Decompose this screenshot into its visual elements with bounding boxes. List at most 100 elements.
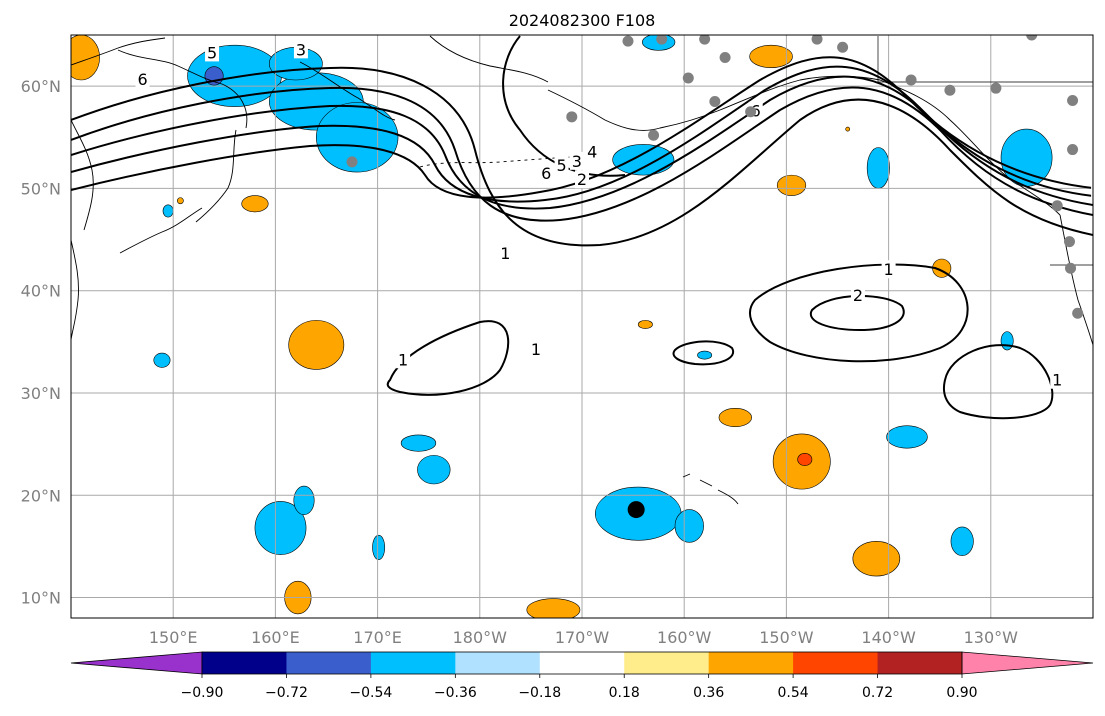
- contour-label-background: [205, 43, 220, 62]
- negative-anomaly-region: [417, 455, 451, 485]
- contour-lines: [71, 35, 1093, 420]
- station-dot: [346, 156, 358, 168]
- station-dot: [1051, 200, 1063, 212]
- negative-anomaly-region: [950, 526, 974, 556]
- contour-label-background: [1091, 185, 1093, 204]
- positive-anomaly-region: [176, 197, 184, 205]
- coastline-aleutians: [419, 155, 586, 168]
- lat-tick-label: 30°N: [21, 384, 61, 403]
- contour-label: 1: [398, 350, 408, 369]
- coastline-kurils: [119, 207, 203, 254]
- negative-anomaly-region: [886, 425, 928, 449]
- lon-tick-label: 180°W: [453, 628, 508, 647]
- lat-tick-label: 60°N: [21, 77, 61, 96]
- station-dot: [709, 95, 721, 107]
- station-dot: [990, 82, 1002, 94]
- contour-label: 3: [296, 40, 306, 59]
- colorbar-tick-label: 0.72: [862, 685, 893, 701]
- contour-label: 1: [531, 340, 541, 359]
- contour-label-background: [881, 260, 896, 279]
- station-dot: [837, 41, 849, 53]
- station-dot: [811, 35, 823, 45]
- contour-label-background: [585, 142, 600, 161]
- station-dot: [566, 111, 578, 123]
- contour-2-upper: [71, 86, 1093, 222]
- colorbar-segment: [877, 652, 963, 674]
- positive-anomaly-region: [749, 44, 793, 69]
- contour-label: 6: [137, 70, 147, 89]
- contour-label-background: [293, 40, 308, 59]
- station-dot: [719, 52, 731, 64]
- contour-labels: 6536543216412111: [135, 40, 1093, 390]
- colorbar-segment: [286, 652, 372, 674]
- contour-label: 1: [884, 260, 894, 279]
- colorbar-segment: [708, 652, 794, 674]
- colorbar-tick-label: −0.90: [181, 685, 224, 701]
- lon-tick-label: 170°W: [555, 628, 610, 647]
- coastline-alaska-west: [547, 89, 721, 131]
- station-markers: [346, 35, 1084, 319]
- colorbar-segment: [793, 652, 879, 674]
- contour-label-background: [850, 285, 865, 304]
- coastline-bc: [879, 79, 1061, 216]
- contour-label: 2: [853, 286, 863, 305]
- lon-tick-label: 130°W: [964, 628, 1019, 647]
- lat-tick-label: 40°N: [21, 282, 61, 301]
- lon-tick-label: 160°E: [251, 628, 300, 647]
- negative-anomaly-region: [162, 204, 174, 218]
- contour-5-upper: [71, 56, 1093, 199]
- lon-tick-label: 170°E: [353, 628, 402, 647]
- station-dot: [1067, 144, 1079, 156]
- map-title: 2024082300 F108: [509, 11, 656, 30]
- colorbar-tick-label: −0.36: [434, 685, 477, 701]
- map-plot-area: 6536543216412111: [71, 35, 1093, 618]
- station-dot: [745, 106, 757, 118]
- contour-label: 4: [587, 143, 597, 162]
- positive-anomaly-region: [526, 598, 581, 618]
- negative-anomaly-region: [697, 350, 713, 360]
- colorbar-segment: [624, 652, 710, 674]
- contour-2-high: [809, 294, 905, 332]
- positive-anomaly-region: [71, 35, 100, 81]
- colorbar-extend-high: [961, 651, 1094, 675]
- colorbar-extend-low: [70, 651, 203, 675]
- positive-anomaly-region: [845, 126, 851, 132]
- negative-anomaly-region: [254, 501, 307, 555]
- contour-label-background: [569, 151, 584, 170]
- center-dot: [627, 501, 645, 519]
- contour-label-background: [498, 243, 513, 262]
- lat-tick-label: 10°N: [21, 589, 61, 608]
- colorbar-tick-label: 0.36: [693, 685, 724, 701]
- station-dot: [1026, 35, 1038, 41]
- contour-1-upper: [71, 66, 1093, 247]
- anomaly-shading: [71, 35, 1053, 618]
- negative-anomaly-region: [153, 352, 171, 368]
- station-dot: [1063, 236, 1075, 248]
- contour-label: 2: [577, 170, 587, 189]
- colorbar-segment: [539, 652, 625, 674]
- coastline-hawaii: [682, 473, 739, 505]
- contour-label: 5: [207, 43, 217, 62]
- colorbar-tick-label: −0.54: [349, 685, 392, 701]
- lon-tick-label: 150°E: [149, 628, 198, 647]
- contour-label-background: [554, 155, 569, 174]
- lon-tick-label: 140°W: [861, 628, 916, 647]
- strong-positive-anomaly-region: [797, 453, 813, 466]
- positive-anomaly-region: [241, 195, 269, 213]
- colorbar-frame: [201, 651, 963, 675]
- gridlines: [71, 35, 1093, 618]
- contour-label-background: [539, 164, 554, 183]
- coastline-kamchatka: [71, 119, 94, 231]
- positive-anomaly-region: [718, 408, 752, 428]
- station-dot: [944, 84, 956, 96]
- positive-anomaly-region: [852, 540, 901, 577]
- coastline-us-west: [1059, 214, 1093, 346]
- lon-tick-label: 160°W: [657, 628, 712, 647]
- lon-tick-label: 150°W: [759, 628, 814, 647]
- contour-label: 1: [500, 244, 510, 263]
- contour-4-upper: [71, 65, 1093, 203]
- contour-label: 1: [1052, 371, 1062, 390]
- negative-anomaly-region: [674, 509, 704, 543]
